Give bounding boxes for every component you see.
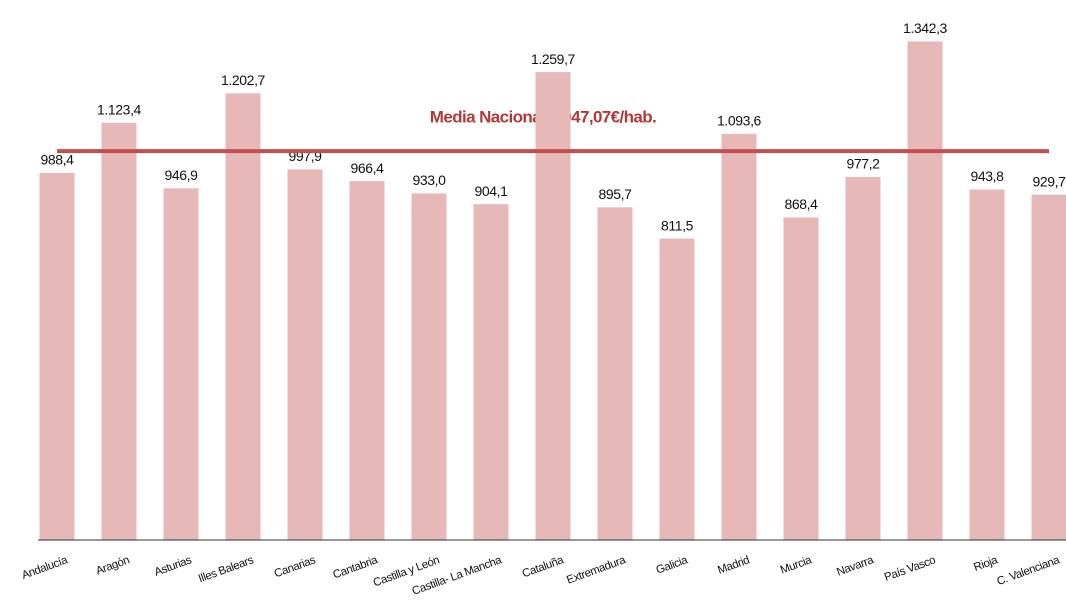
- value-label: 977,2: [846, 156, 880, 172]
- bar: [225, 93, 261, 540]
- x-tick-label: Rioja: [972, 554, 1000, 574]
- value-label: 1.342,3: [903, 20, 948, 36]
- value-label: 895,7: [598, 186, 632, 202]
- value-label: 933,0: [412, 172, 446, 188]
- x-tick-label: Extremadura: [565, 554, 628, 587]
- bar: [101, 122, 137, 540]
- x-tick-label: Canarias: [273, 554, 318, 580]
- value-label: 1.202,7: [221, 72, 266, 88]
- bar: [907, 41, 943, 540]
- value-label: 946,9: [164, 167, 198, 183]
- x-tick-label: Aragón: [94, 554, 131, 577]
- x-tick-label: Illes Balears: [197, 554, 256, 585]
- bar: [535, 72, 571, 541]
- x-tick-label: Navarra: [835, 554, 876, 579]
- bar: [783, 217, 819, 541]
- bar: [1031, 194, 1066, 540]
- bar: [287, 169, 323, 540]
- value-label: 1.123,4: [97, 101, 142, 117]
- x-tick-label: Andalucía: [20, 554, 70, 582]
- bar: [39, 172, 75, 540]
- value-label: 929,7: [1032, 173, 1066, 189]
- x-tick-label: C. Valenciana: [995, 554, 1062, 588]
- bar: [411, 193, 447, 540]
- value-label: 868,4: [784, 196, 818, 212]
- x-tick-label: País Vasco: [883, 554, 937, 584]
- bar: [721, 133, 757, 540]
- x-tick-label: Murcia: [779, 554, 814, 577]
- bar: [659, 238, 695, 541]
- x-tick-label: Galicia: [655, 554, 690, 577]
- value-label: 904,1: [474, 183, 508, 199]
- value-label: 966,4: [350, 160, 384, 176]
- value-label: 1.093,6: [717, 113, 762, 129]
- value-label: 943,8: [970, 168, 1004, 184]
- bar: [969, 189, 1005, 540]
- value-label: 988,4: [40, 152, 74, 168]
- bar: [349, 181, 385, 540]
- value-label: 811,5: [661, 217, 694, 233]
- x-tick-label: Cataluña: [521, 554, 566, 580]
- x-tick-label: Asturias: [153, 554, 194, 579]
- bar: [597, 207, 633, 540]
- bar: [473, 204, 509, 541]
- bar: [163, 188, 199, 540]
- bar: [845, 177, 881, 541]
- x-tick-label: Madrid: [716, 554, 751, 576]
- value-label: 1.259,7: [531, 51, 576, 67]
